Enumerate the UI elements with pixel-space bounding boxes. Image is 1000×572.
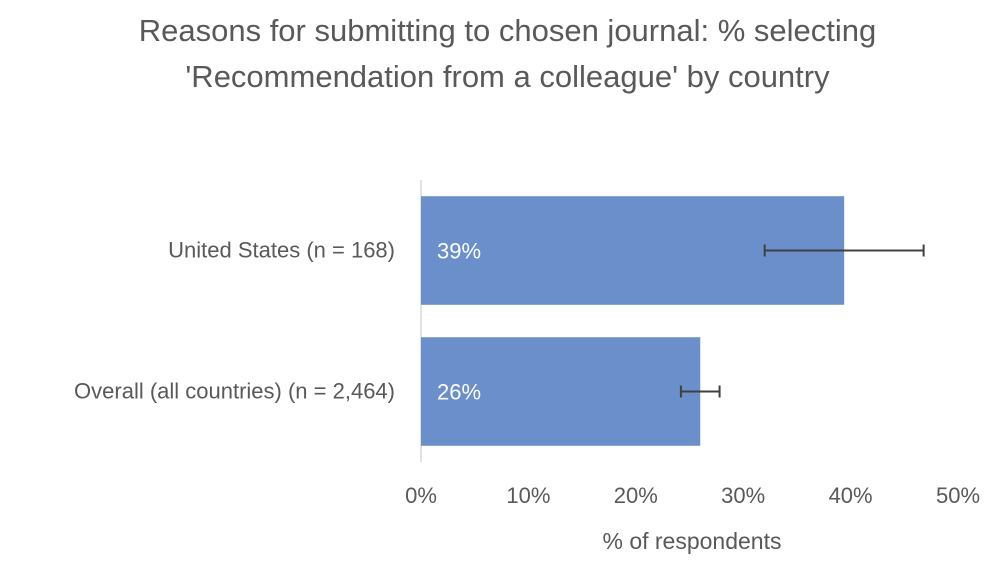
- error-bar: [679, 385, 721, 398]
- value-label: 26%: [437, 379, 481, 404]
- error-bar: [763, 244, 925, 257]
- x-tick-label: 50%: [936, 483, 980, 508]
- x-axis-title: % of respondents: [602, 528, 781, 554]
- x-tick-label: 20%: [614, 483, 658, 508]
- x-tick-label: 0%: [405, 483, 437, 508]
- chart-title: Reasons for submitting to chosen journal…: [138, 13, 877, 94]
- x-tick-label: 30%: [721, 483, 765, 508]
- y-tick-label: Overall (all countries) (n = 2,464): [74, 378, 395, 403]
- y-tick-label: United States (n = 168): [168, 237, 395, 262]
- value-label: 39%: [437, 238, 481, 263]
- bar: [421, 337, 701, 446]
- x-tick-label: 10%: [506, 483, 550, 508]
- x-tick-label: 40%: [829, 483, 873, 508]
